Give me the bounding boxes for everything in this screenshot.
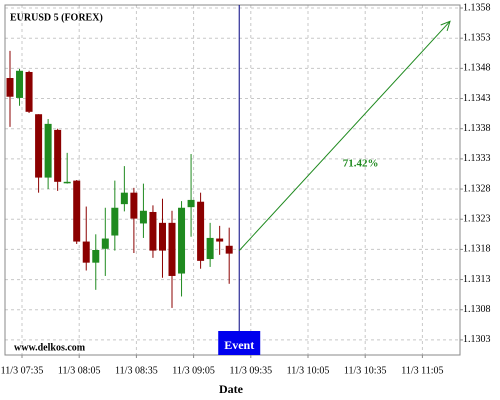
event-box <box>218 331 261 355</box>
x-tick-label: 11/3 09:35 <box>229 365 272 376</box>
candle-body <box>63 181 71 184</box>
candle-body <box>120 192 128 205</box>
y-tick-label: 1.1338 <box>463 123 491 134</box>
event-label: Event <box>224 338 254 352</box>
x-tick-label: 11/3 08:05 <box>58 365 101 376</box>
projection-label: 71.42% <box>343 157 379 169</box>
arrow-head <box>440 20 451 32</box>
x-tick-label: 11/3 07:35 <box>1 365 44 376</box>
x-tick-label: 11/3 09:05 <box>172 365 215 376</box>
y-tick-label: 1.1308 <box>463 304 491 315</box>
candle-body <box>101 238 109 249</box>
candle-body <box>6 78 14 97</box>
x-tick-label: 11/3 11:05 <box>401 365 443 376</box>
candle-body <box>225 245 233 254</box>
y-tick-label: 1.1313 <box>463 274 491 285</box>
chart-title: EURUSD 5 (FOREX) <box>10 12 103 23</box>
candle-body <box>149 211 157 251</box>
y-tick-label: 1.1353 <box>463 32 491 43</box>
y-tick-label: 1.1333 <box>463 153 491 164</box>
candle-body <box>73 180 81 242</box>
y-tick-label: 1.1358 <box>463 2 491 13</box>
candle-body <box>178 207 186 274</box>
x-tick-label: 11/3 10:35 <box>344 365 387 376</box>
y-tick-label: 1.1303 <box>463 334 491 345</box>
x-tick-label: 11/3 08:35 <box>115 365 158 376</box>
candle-body <box>206 237 214 260</box>
y-tick-label: 1.1323 <box>463 214 491 225</box>
candle-body <box>197 201 205 261</box>
candle-body <box>92 250 100 263</box>
y-tick-label: 1.1328 <box>463 183 491 194</box>
candle-body <box>82 241 90 263</box>
x-tick-label: 11/3 10:05 <box>287 365 330 376</box>
y-tick-label: 1.1348 <box>463 63 491 74</box>
candle-body <box>35 114 43 178</box>
y-tick-label: 1.1318 <box>463 244 491 255</box>
projection-arrow <box>238 20 451 251</box>
candle-body <box>111 207 119 236</box>
y-tick-label: 1.1343 <box>463 93 491 104</box>
candle-body <box>54 129 62 182</box>
candle-body <box>139 210 147 224</box>
candle-body <box>187 199 195 208</box>
candle-body <box>168 222 176 276</box>
watermark: www.delkos.com <box>14 342 86 353</box>
candle-body <box>216 238 224 242</box>
candle-body <box>130 192 138 219</box>
candle-body <box>158 222 166 251</box>
plot-frame <box>4 4 461 356</box>
candle-body <box>44 123 52 178</box>
candle-body <box>25 71 33 112</box>
x-axis-label: Date <box>219 382 244 396</box>
candle-body <box>16 70 24 98</box>
